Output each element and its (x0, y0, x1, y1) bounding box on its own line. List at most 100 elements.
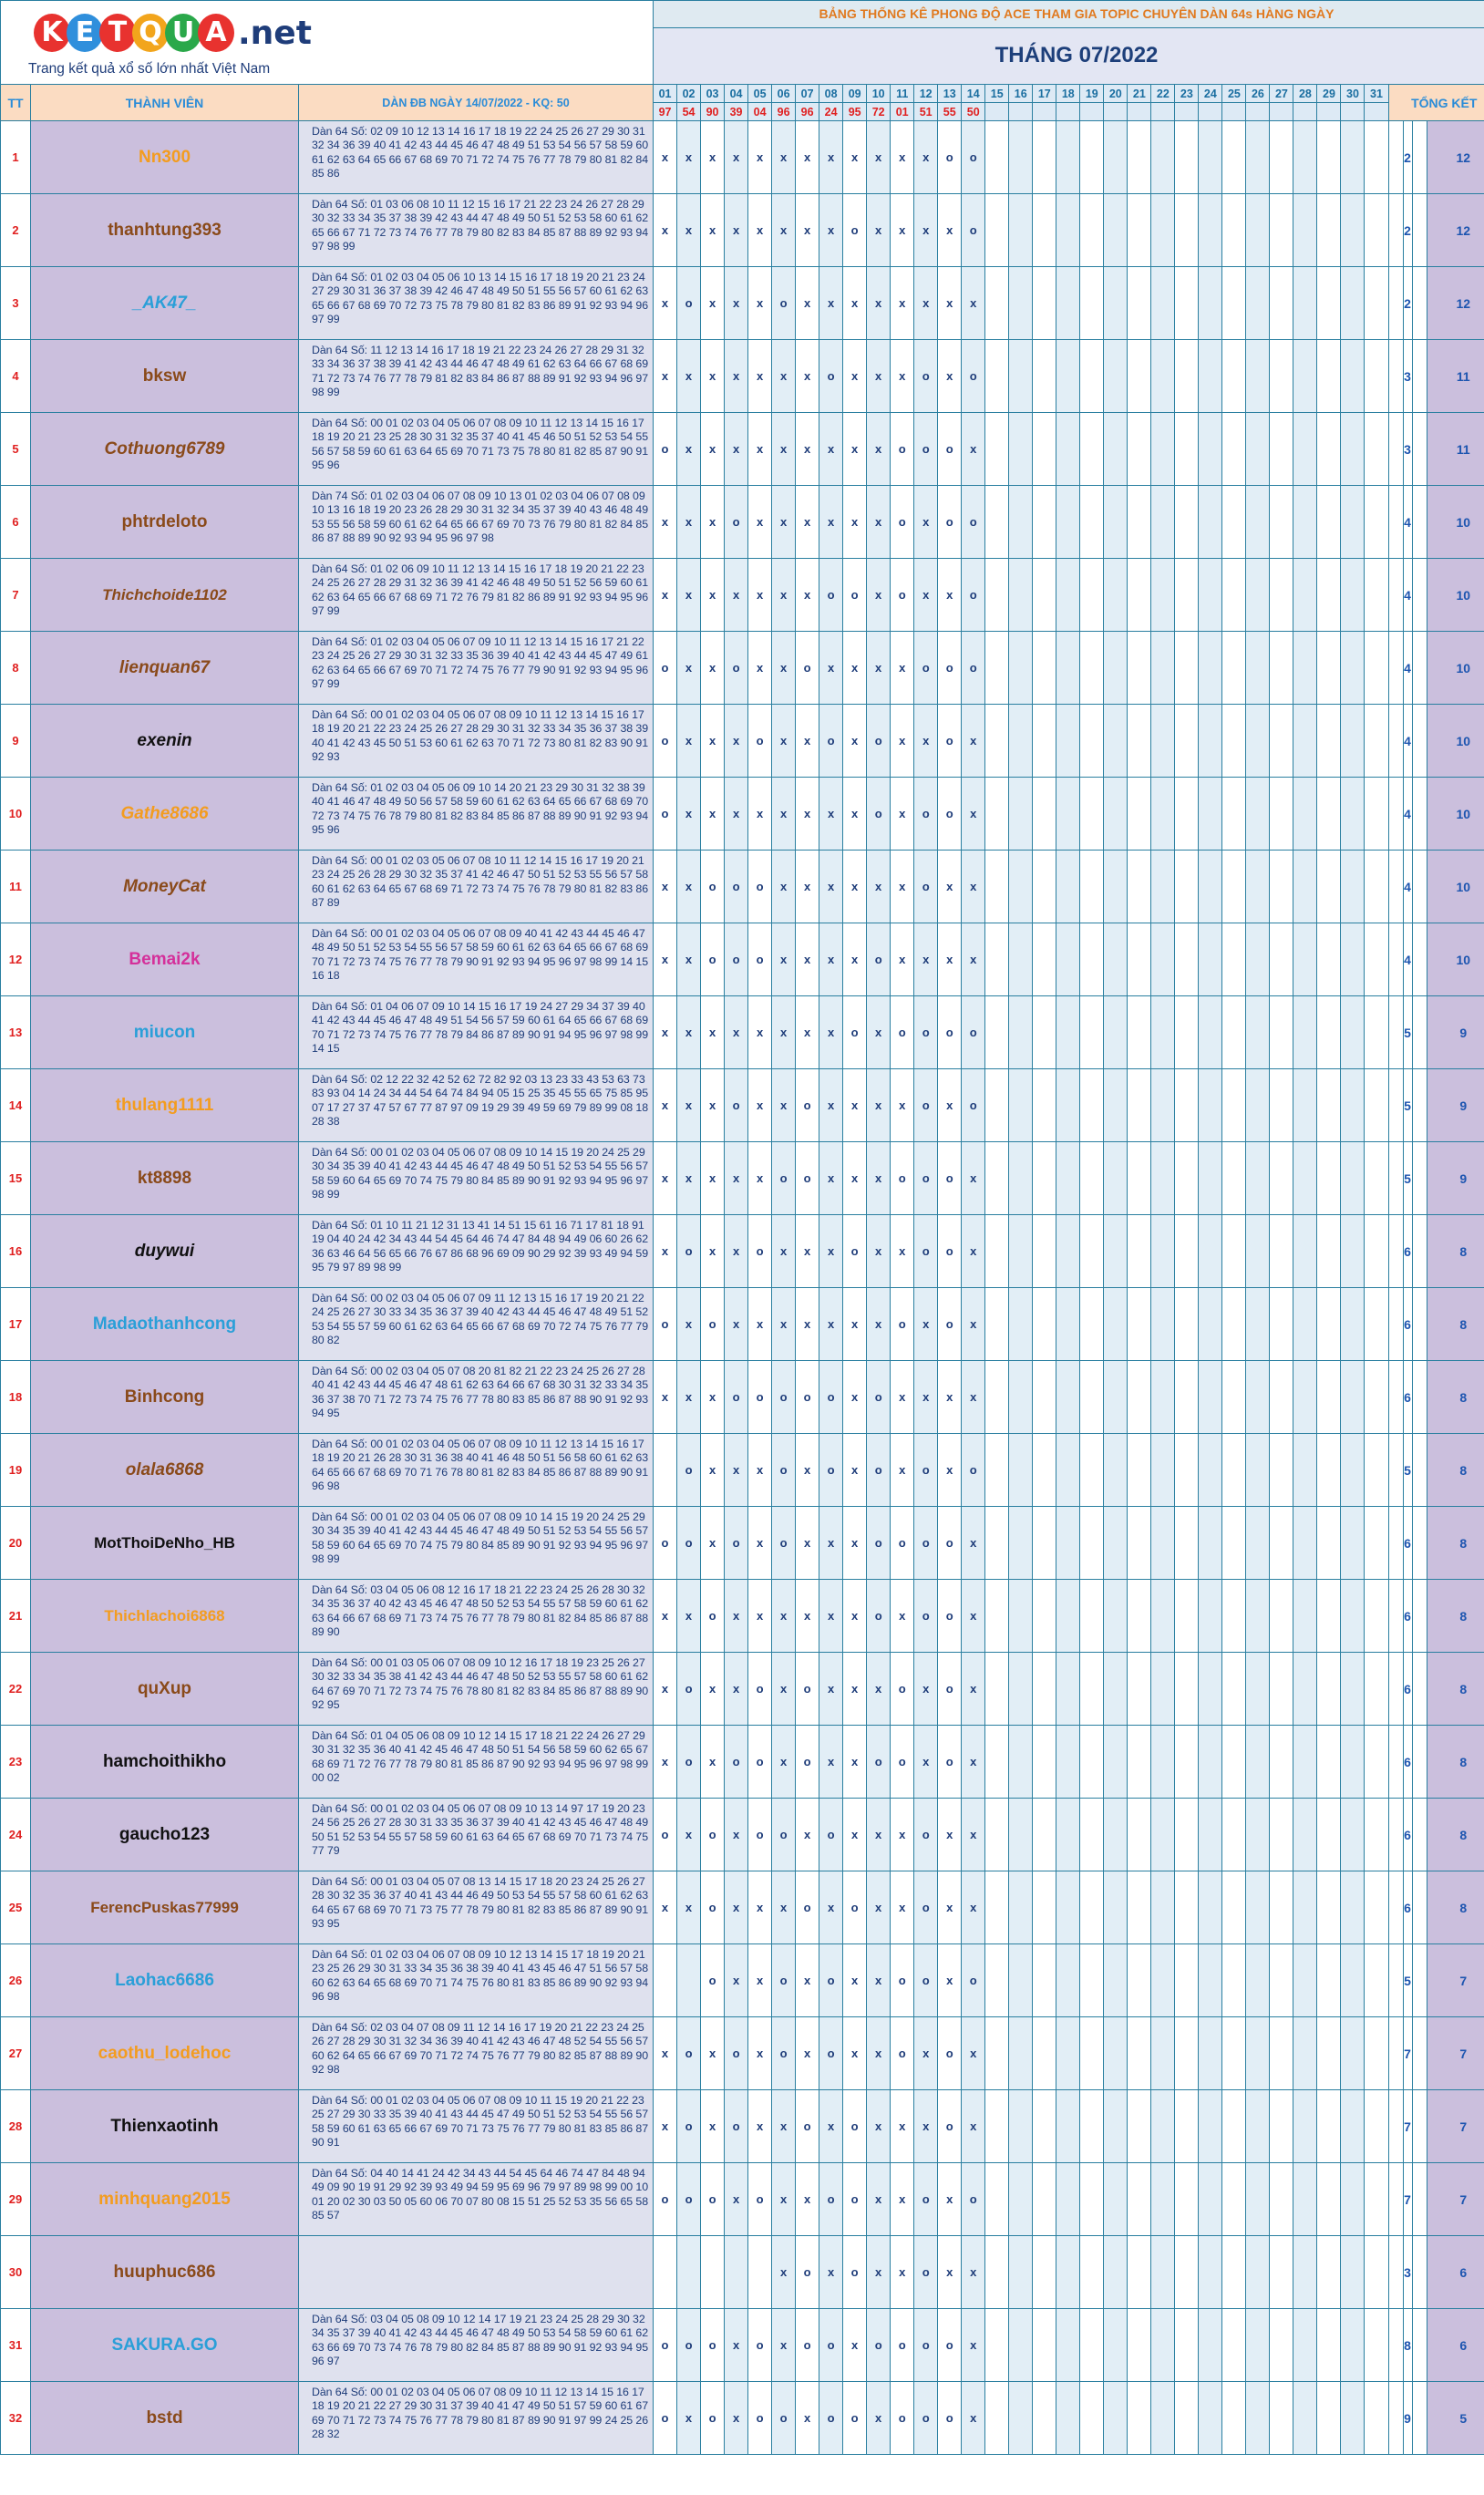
member-name[interactable]: Nn300 (30, 120, 299, 194)
member-name[interactable]: hamchoithikho (30, 1725, 299, 1799)
day-mark (1127, 1652, 1152, 1726)
day-mark: o (890, 1725, 915, 1799)
day-mark (1150, 485, 1176, 559)
day-mark: x (866, 120, 891, 194)
day-mark: x (653, 1725, 678, 1799)
number-set-text: Dàn 64 Số: 00 01 02 03 04 05 06 07 08 09… (312, 927, 649, 983)
member-name[interactable]: duywui (30, 1214, 299, 1288)
day-mark: o (961, 558, 986, 632)
member-name[interactable]: huuphuc686 (30, 2235, 299, 2309)
day-mark (1198, 1943, 1223, 2017)
row-index: 1 (0, 120, 31, 194)
day-mark (1340, 1287, 1365, 1361)
day-mark (1032, 2162, 1057, 2236)
spacer-cell (1411, 1214, 1427, 1288)
day-mark: x (842, 266, 868, 340)
day-mark: x (961, 1287, 986, 1361)
member-name[interactable]: lienquan67 (30, 631, 299, 705)
day-mark: o (747, 704, 773, 778)
day-mark: x (795, 777, 820, 851)
number-set-text: Dàn 64 Số: 01 02 03 04 06 07 08 09 10 12… (312, 1948, 649, 2004)
member-name[interactable]: bstd (30, 2381, 299, 2455)
day-mark (1032, 1943, 1057, 2017)
day-mark (1056, 339, 1081, 413)
member-name[interactable]: FerencPuskas77999 (30, 1871, 299, 1944)
day-mark (1364, 412, 1389, 486)
member-name[interactable]: minhquang2015 (30, 2162, 299, 2236)
member-name[interactable]: quXup (30, 1652, 299, 1726)
day-mark (1198, 1287, 1223, 1361)
member-name[interactable]: olala6868 (30, 1433, 299, 1507)
day-mark: x (747, 412, 773, 486)
day-mark (1316, 1214, 1342, 1288)
day-mark: x (890, 1798, 915, 1871)
day-mark (1008, 1943, 1034, 2017)
day-mark: o (937, 704, 963, 778)
member-name[interactable]: thulang1111 (30, 1068, 299, 1142)
member-name[interactable]: phtrdeloto (30, 485, 299, 559)
member-name[interactable]: caothu_lodehoc (30, 2016, 299, 2090)
member-name[interactable]: Madaothanhcong (30, 1287, 299, 1361)
day-mark: o (700, 850, 726, 923)
day-mark (1245, 2089, 1271, 2163)
number-set-text: Dàn 64 Số: 00 01 02 03 04 05 06 07 08 09… (312, 2386, 649, 2441)
number-set-text: Dàn 64 Số: 00 01 02 03 04 05 06 07 08 09… (312, 1438, 649, 1493)
total-score: 8 (1426, 1798, 1484, 1871)
member-name[interactable]: Gathe8686 (30, 777, 299, 851)
day-mark: o (961, 1943, 986, 2017)
number-set-text: Dàn 64 Số: 00 01 02 03 04 05 06 07 08 09… (312, 1802, 649, 1858)
day-mark: o (937, 485, 963, 559)
day-mark (1008, 2016, 1034, 2090)
member-name[interactable]: MotThoiDeNho_HB (30, 1506, 299, 1580)
member-name[interactable]: Cothuong6789 (30, 412, 299, 486)
day-header: 01 (653, 84, 678, 103)
day-result (1245, 102, 1271, 121)
member-name[interactable]: Laohac6686 (30, 1943, 299, 2017)
member-name[interactable]: _AK47_ (30, 266, 299, 340)
member-name[interactable]: bksw (30, 339, 299, 413)
day-mark (676, 2235, 702, 2309)
day-mark (1079, 2381, 1105, 2455)
day-mark (1127, 923, 1152, 996)
member-name[interactable]: miucon (30, 995, 299, 1069)
member-name[interactable]: Thichchoide1102 (30, 558, 299, 632)
total-score: 6 (1426, 2235, 1484, 2309)
day-mark: x (937, 1943, 963, 2017)
day-mark (1269, 1141, 1294, 1215)
member-name[interactable]: exenin (30, 704, 299, 778)
day-mark (1269, 412, 1294, 486)
member-name[interactable]: Thienxaotinh (30, 2089, 299, 2163)
site-logo[interactable]: K E T Q U A .net Trang kết quả xổ số lớn nhất … (0, 0, 654, 85)
day-mark: o (795, 1360, 820, 1434)
spacer-cell (1411, 2016, 1427, 2090)
hit-count: 6 (1402, 1214, 1413, 1288)
day-mark (1079, 923, 1105, 996)
day-mark (1174, 2162, 1200, 2236)
member-name[interactable]: MoneyCat (30, 850, 299, 923)
day-mark: o (700, 1943, 726, 2017)
day-mark: x (937, 1871, 963, 1944)
day-mark: o (747, 2162, 773, 2236)
day-mark (1032, 193, 1057, 267)
member-name[interactable]: SAKURA.GO (30, 2308, 299, 2382)
member-name[interactable]: gaucho123 (30, 1798, 299, 1871)
day-mark (1269, 631, 1294, 705)
day-mark (1174, 1214, 1200, 1288)
day-result: 54 (676, 102, 702, 121)
member-name[interactable]: thanhtung393 (30, 193, 299, 267)
day-mark (1174, 1506, 1200, 1580)
spacer-cell (1387, 631, 1404, 705)
day-mark: x (937, 1360, 963, 1434)
day-mark (1150, 1068, 1176, 1142)
member-name[interactable]: Thichlachoi6868 (30, 1579, 299, 1653)
day-mark (984, 2162, 1010, 2236)
day-header: 11 (890, 84, 915, 103)
member-name[interactable]: kt8898 (30, 1141, 299, 1215)
day-mark: x (724, 704, 749, 778)
member-name[interactable]: Bemai2k (30, 923, 299, 996)
day-mark (1032, 1141, 1057, 1215)
day-mark: o (890, 2308, 915, 2382)
member-name[interactable]: Binhcong (30, 1360, 299, 1434)
day-mark (1269, 1068, 1294, 1142)
day-header: 16 (1008, 84, 1034, 103)
